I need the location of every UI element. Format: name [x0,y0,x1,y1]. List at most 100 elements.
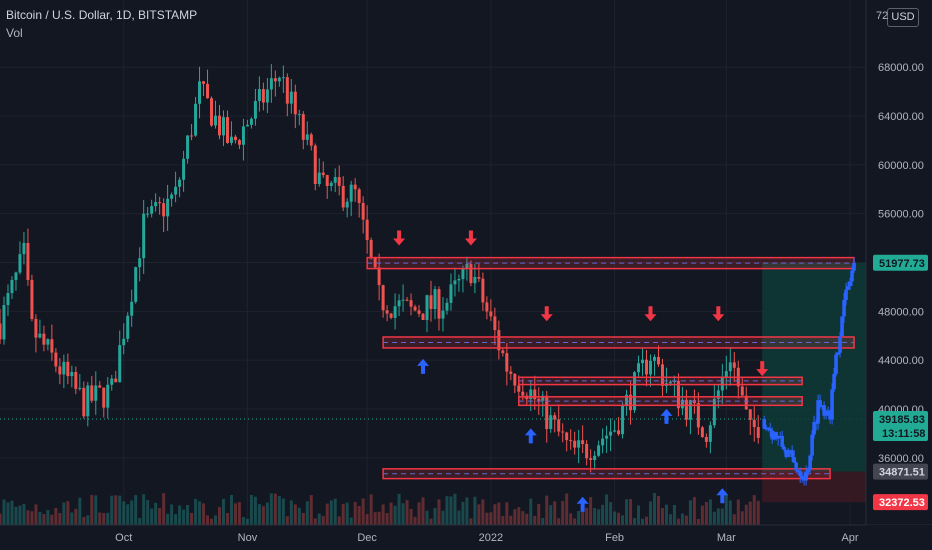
volume-bar [409,508,413,525]
candle-body [732,362,736,368]
volume-bar [652,493,656,525]
candle-body [369,240,373,258]
price-tick-label: 56000.00 [878,209,924,221]
volume-bar [58,512,62,525]
candle-body [425,295,429,320]
candle-body [138,258,142,268]
time-axis[interactable]: Oct Nov Dec 2022 Feb Mar Apr [0,524,932,550]
price-tick-label: 68000.00 [878,62,924,74]
current-price-badge-label: 39185.83 [879,414,925,426]
projection-candle [822,405,826,416]
candle-body [517,385,521,392]
time-tick-label: Nov [238,532,258,544]
volume-bar [633,517,637,525]
volume-bar [210,518,214,525]
chart-legend: Bitcoin / U.S. Dollar, 1D, BITSTAMP Vol [6,6,197,42]
volume-bar [14,506,18,525]
projection-candle [812,421,816,435]
candle-body [509,371,513,374]
projection-candle [848,281,852,287]
candle-body [585,443,589,459]
candle-body [134,267,138,302]
candle-body [716,390,720,399]
volume-bar [26,510,30,525]
candle-body [401,299,405,301]
volume-bar [589,497,593,525]
projection-candle [836,352,840,355]
stop-price-badge-label: 32372.53 [879,497,925,509]
candle-body [413,306,417,311]
candle-body [293,91,297,115]
projection-candle [840,316,844,337]
volume-bar [217,507,221,525]
volume-bar [345,502,349,525]
volume-bar [537,503,541,525]
resistance-support-zones[interactable] [366,256,855,480]
volume-bar [708,499,712,525]
candle-body [505,353,509,372]
candle-body [529,389,533,400]
volume-bar [664,504,668,525]
volume-bar [704,501,708,525]
volume-bar [18,505,22,525]
volume-bar [716,508,720,525]
candle-body [18,254,22,273]
price-badges: 51977.73 39185.83 13:11:58 34871.51 32372.53 [873,254,928,511]
time-tick-label: Dec [357,532,377,544]
arrow-up-icon [660,408,673,424]
currency-button[interactable]: USD [887,8,919,27]
volume-bar [421,497,425,525]
volume-bar [405,500,409,525]
candle-body [613,430,617,432]
volume-bar [82,516,86,525]
time-tick-label: Feb [605,532,624,544]
candle-body [86,385,90,417]
symbol-title[interactable]: Bitcoin / U.S. Dollar, 1D, BITSTAMP [6,8,198,22]
candle-body [146,213,150,215]
volume-bar [90,495,94,525]
projection-path[interactable] [762,257,856,486]
volume-bar [461,501,465,525]
volume-bar [429,518,433,525]
volume-bar [86,515,90,525]
candle-body [317,172,321,184]
volume-indicator-label[interactable]: Vol [6,26,23,40]
volume-bar [42,513,46,525]
volume-bar [261,506,265,525]
zone-box [518,376,803,386]
volume-bar [752,495,756,525]
volume-bar [373,512,377,525]
projection-candle [804,472,808,481]
projection-candle [768,428,773,431]
volume-bar [720,508,724,525]
volume-bar [581,502,585,525]
candle-body [389,313,393,318]
projection-candle [816,400,820,424]
candle-body [285,77,289,104]
candle-body [229,136,233,143]
volume-bar [70,512,74,525]
volume-bar [249,494,253,525]
candle-body [493,316,497,331]
candle-body [337,177,341,186]
candle-body [605,435,609,439]
scale-top-label: 72 [876,10,889,22]
projection-candle [834,354,838,374]
price-tick-label: 64000.00 [878,111,924,123]
volume-bar [609,502,613,525]
volume-bar [501,515,505,525]
projection-candle [808,455,812,470]
projection-candle [784,449,788,457]
projection-candle [780,435,784,447]
time-tick-label: Mar [717,532,736,544]
candle-body [221,117,225,136]
candle-body [110,378,114,385]
candle-body [445,302,449,311]
candle-body [724,371,728,378]
candle-body [577,440,581,448]
loss-zone [762,471,866,503]
volume-bar [94,495,98,525]
projection-candle [770,430,775,440]
candle-body [198,81,202,104]
